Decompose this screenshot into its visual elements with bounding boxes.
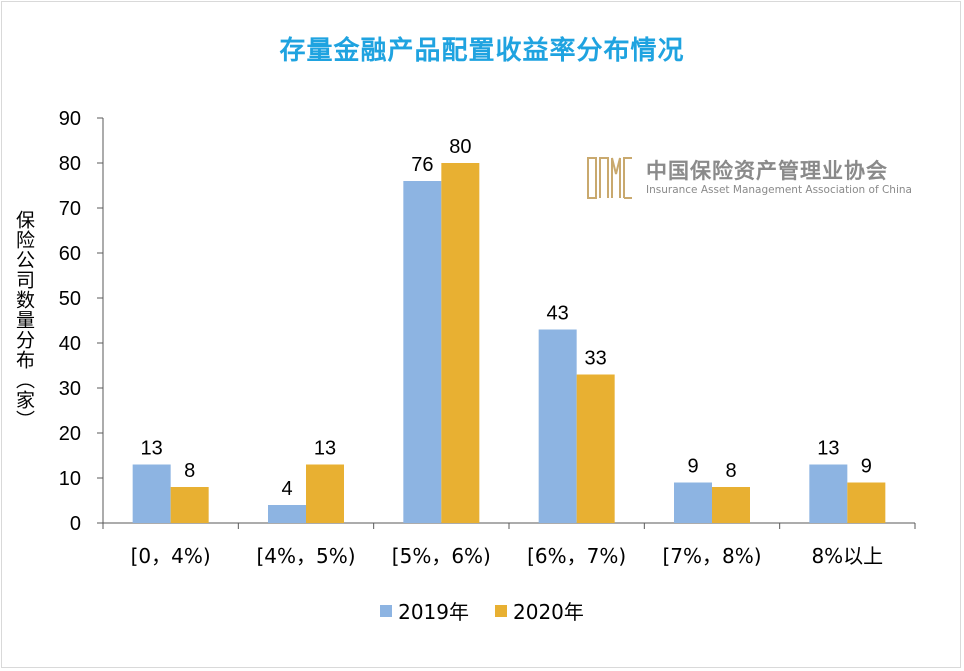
y-tick-label: 30 (59, 378, 81, 400)
legend-swatch-2020 (495, 604, 507, 617)
x-tick-label: [6%，7%) (527, 544, 626, 568)
data-label: 80 (449, 136, 471, 158)
y-tick-label: 70 (59, 198, 81, 220)
legend-item-2020: 2020年 (495, 596, 584, 625)
x-tick-label: [7%，8%) (662, 544, 761, 568)
data-label: 8 (725, 460, 736, 482)
y-tick-label: 40 (59, 333, 81, 355)
bar-2019年-3 (538, 329, 577, 523)
y-tick-label: 50 (59, 288, 81, 310)
watermark-name-en: Insurance Asset Management Association o… (646, 184, 912, 196)
legend-item-2019: 2019年 (380, 596, 469, 625)
legend: 2019年 2020年 (0, 596, 964, 625)
y-tick-label: 60 (59, 243, 81, 265)
iamac-logo-icon (586, 154, 634, 202)
data-label: 9 (861, 456, 872, 478)
data-label: 9 (687, 456, 698, 478)
data-label: 13 (141, 438, 163, 460)
data-label: 76 (411, 154, 433, 176)
bar-2020年-1 (306, 464, 344, 523)
bar-2019年-2 (403, 181, 442, 523)
bar-2020年-4 (712, 487, 750, 523)
chart-title: 存量金融产品配置收益率分布情况 (279, 36, 685, 66)
legend-label-2020: 2020年 (513, 600, 584, 624)
y-tick-label: 0 (70, 513, 81, 535)
iamac-watermark: 中国保险资产管理业协会 Insurance Asset Management A… (586, 153, 912, 203)
x-tick-label: [4%，5%) (256, 544, 355, 568)
x-tick-label: 8%以上 (811, 544, 883, 568)
bar-2019年-0 (132, 464, 171, 523)
watermark-name-cn: 中国保险资产管理业协会 (646, 159, 888, 183)
y-tick-label: 20 (59, 423, 81, 445)
legend-swatch-2019 (380, 604, 393, 617)
bar-2019年-4 (674, 482, 712, 523)
data-label: 33 (585, 348, 607, 370)
x-tick-label: [5%，6%) (392, 544, 491, 568)
y-tick-label: 90 (59, 108, 81, 130)
bar-2020年-2 (441, 163, 480, 523)
bar-2019年-1 (268, 505, 306, 523)
y-axis-label: 保险公司数量分布（家） (13, 210, 35, 430)
data-label: 13 (817, 438, 839, 460)
bar-2020年-3 (576, 374, 615, 523)
bar-2020年-5 (847, 482, 886, 523)
x-tick-label: [0，4%) (131, 544, 211, 568)
data-label: 8 (184, 460, 195, 482)
bar-2020年-0 (170, 487, 209, 523)
bar-2019年-5 (809, 464, 848, 523)
y-tick-label: 80 (59, 153, 81, 175)
legend-label-2019: 2019年 (398, 600, 469, 624)
data-label: 4 (281, 478, 292, 500)
y-tick-label: 10 (59, 468, 81, 490)
data-label: 43 (547, 303, 569, 325)
data-label: 13 (314, 438, 336, 460)
